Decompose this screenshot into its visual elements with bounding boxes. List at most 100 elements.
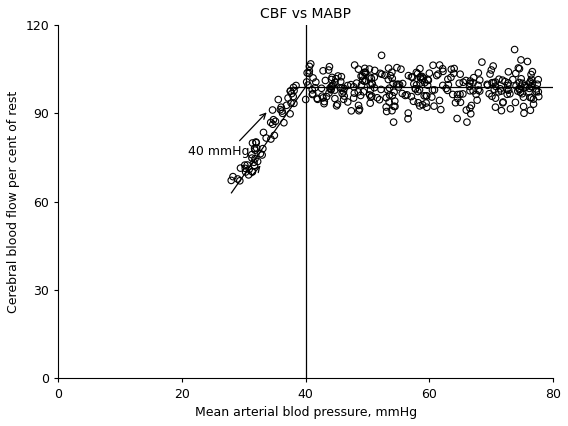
Point	[248, 168, 257, 175]
Point	[489, 79, 498, 86]
Point	[462, 119, 471, 126]
Point	[451, 99, 460, 106]
Point	[328, 74, 337, 81]
Point	[286, 100, 295, 106]
Point	[456, 91, 465, 98]
Point	[244, 171, 253, 178]
Point	[422, 92, 431, 99]
Point	[355, 106, 364, 112]
Point	[523, 58, 532, 65]
Point	[465, 83, 474, 90]
Point	[404, 72, 413, 79]
Point	[529, 96, 538, 103]
Point	[421, 92, 431, 99]
Point	[339, 96, 348, 103]
Point	[276, 106, 285, 113]
Point	[401, 92, 410, 99]
Point	[412, 81, 421, 88]
Point	[528, 80, 537, 87]
Point	[456, 71, 465, 78]
Point	[390, 89, 399, 95]
Point	[477, 59, 486, 66]
Point	[366, 86, 375, 93]
Point	[453, 115, 462, 122]
Point	[527, 94, 536, 101]
Point	[337, 84, 346, 91]
Point	[458, 90, 467, 97]
Point	[494, 89, 503, 95]
Point	[446, 74, 456, 81]
Point	[415, 102, 424, 109]
Point	[350, 62, 359, 69]
Point	[282, 102, 291, 109]
Point	[466, 78, 475, 84]
Point	[250, 162, 259, 169]
Point	[503, 91, 512, 98]
Point	[422, 104, 431, 111]
Point	[354, 66, 363, 72]
Point	[373, 95, 382, 101]
Point	[384, 76, 393, 83]
Point	[385, 98, 394, 105]
Point	[286, 88, 295, 95]
Y-axis label: Cerebral blood flow per cent of rest: Cerebral blood flow per cent of rest	[7, 91, 20, 313]
Point	[256, 150, 265, 157]
Point	[490, 86, 499, 93]
Point	[465, 87, 474, 94]
Point	[361, 77, 370, 84]
Point	[354, 102, 363, 109]
Point	[366, 82, 375, 89]
Point	[496, 88, 506, 95]
Point	[271, 118, 280, 125]
Point	[310, 84, 319, 91]
Point	[365, 66, 374, 72]
Point	[483, 82, 492, 89]
Point	[349, 83, 358, 90]
Point	[529, 101, 538, 108]
Point	[332, 102, 341, 109]
Point	[517, 90, 527, 97]
Point	[417, 73, 427, 80]
Point	[322, 93, 331, 100]
Point	[336, 85, 345, 92]
Point	[411, 86, 420, 92]
Point	[386, 72, 395, 79]
Point	[377, 86, 386, 93]
Point	[487, 79, 496, 86]
Point	[248, 169, 257, 176]
Point	[233, 176, 242, 182]
Point	[474, 82, 483, 89]
Point	[311, 79, 320, 86]
Point	[514, 85, 523, 92]
Point	[510, 46, 519, 53]
Point	[313, 96, 322, 103]
Point	[332, 75, 341, 82]
Point	[331, 79, 340, 86]
Point	[248, 140, 257, 147]
Point	[358, 77, 367, 84]
Point	[491, 104, 500, 111]
Point	[515, 79, 524, 86]
Point	[471, 91, 481, 98]
Point	[497, 107, 506, 114]
Point	[416, 73, 425, 80]
Point	[365, 74, 374, 81]
Point	[390, 103, 399, 110]
Point	[474, 69, 483, 76]
Point	[525, 85, 534, 92]
Point	[367, 81, 377, 87]
Point	[395, 81, 404, 88]
Point	[382, 108, 391, 115]
Point	[515, 86, 524, 93]
Point	[394, 83, 403, 90]
Point	[420, 92, 429, 99]
Point	[487, 66, 496, 73]
Point	[432, 72, 441, 79]
Point	[327, 86, 336, 93]
Point	[519, 94, 528, 101]
Point	[325, 85, 335, 92]
Point	[327, 76, 336, 83]
Point	[516, 83, 525, 90]
Point	[227, 177, 236, 184]
Point	[367, 75, 376, 82]
